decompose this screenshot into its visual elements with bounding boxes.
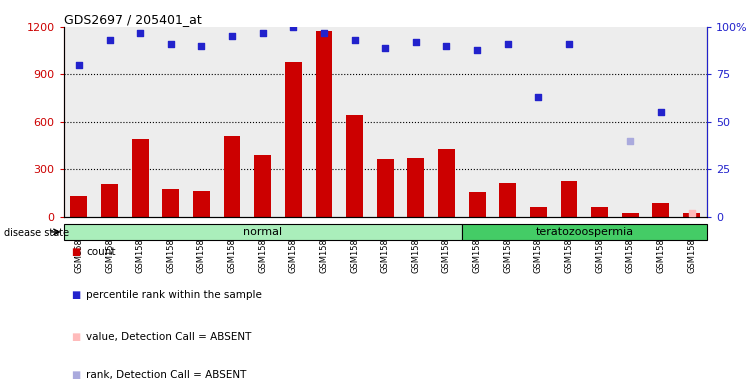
Bar xyxy=(224,136,240,217)
Text: percentile rank within the sample: percentile rank within the sample xyxy=(86,290,262,300)
Point xyxy=(441,43,453,49)
Point xyxy=(195,43,207,49)
Bar xyxy=(431,27,462,217)
Point xyxy=(134,30,146,36)
Bar xyxy=(646,27,676,217)
Text: GDS2697 / 205401_at: GDS2697 / 205401_at xyxy=(64,13,201,26)
Text: disease state: disease state xyxy=(4,228,69,238)
Bar xyxy=(217,27,248,217)
Text: ■: ■ xyxy=(71,247,80,257)
Bar xyxy=(94,27,125,217)
Point xyxy=(502,41,514,47)
Point xyxy=(655,109,667,116)
Point xyxy=(165,41,177,47)
Point xyxy=(226,33,238,40)
Text: ■: ■ xyxy=(71,290,80,300)
Bar xyxy=(462,27,492,217)
Bar xyxy=(132,139,149,217)
Bar xyxy=(70,196,88,217)
Point xyxy=(410,39,422,45)
Bar xyxy=(591,207,608,217)
Bar xyxy=(560,180,577,217)
Bar xyxy=(500,183,516,217)
Bar xyxy=(554,27,584,217)
Bar xyxy=(530,207,547,217)
Point xyxy=(563,41,575,47)
Bar xyxy=(683,213,700,217)
Bar xyxy=(615,27,646,217)
Bar xyxy=(584,27,615,217)
Point xyxy=(379,45,391,51)
Text: ■: ■ xyxy=(71,370,80,380)
Text: teratozoospermia: teratozoospermia xyxy=(536,227,634,237)
Text: value, Detection Call = ABSENT: value, Detection Call = ABSENT xyxy=(86,332,251,342)
Point xyxy=(318,30,330,36)
Bar xyxy=(162,189,180,217)
Point xyxy=(287,24,299,30)
Point xyxy=(257,30,269,36)
Bar xyxy=(523,27,554,217)
Text: rank, Detection Call = ABSENT: rank, Detection Call = ABSENT xyxy=(86,370,246,380)
Text: normal: normal xyxy=(243,227,282,237)
Point xyxy=(533,94,545,100)
Point xyxy=(103,37,115,43)
Bar xyxy=(438,149,455,217)
Bar xyxy=(370,27,400,217)
Bar xyxy=(346,115,363,217)
Bar xyxy=(248,27,278,217)
Bar xyxy=(64,27,94,217)
Bar xyxy=(278,27,309,217)
Bar xyxy=(676,27,707,217)
Text: count: count xyxy=(86,247,115,257)
Bar xyxy=(125,27,156,217)
Bar xyxy=(64,224,462,240)
Point xyxy=(73,62,85,68)
Point xyxy=(471,46,483,53)
Bar xyxy=(309,27,340,217)
Bar xyxy=(408,158,424,217)
Bar xyxy=(400,27,431,217)
Bar xyxy=(469,192,485,217)
Bar xyxy=(193,191,210,217)
Point xyxy=(686,210,698,216)
Text: ■: ■ xyxy=(71,332,80,342)
Bar xyxy=(254,155,271,217)
Bar xyxy=(156,27,186,217)
Bar xyxy=(652,204,669,217)
Bar xyxy=(316,31,332,217)
Bar xyxy=(377,159,393,217)
Bar xyxy=(186,27,217,217)
Point xyxy=(625,138,637,144)
Bar xyxy=(340,27,370,217)
Bar xyxy=(285,62,301,217)
Bar xyxy=(101,184,118,217)
Bar xyxy=(622,213,639,217)
Bar xyxy=(492,27,523,217)
Point xyxy=(349,37,361,43)
Bar xyxy=(462,224,707,240)
